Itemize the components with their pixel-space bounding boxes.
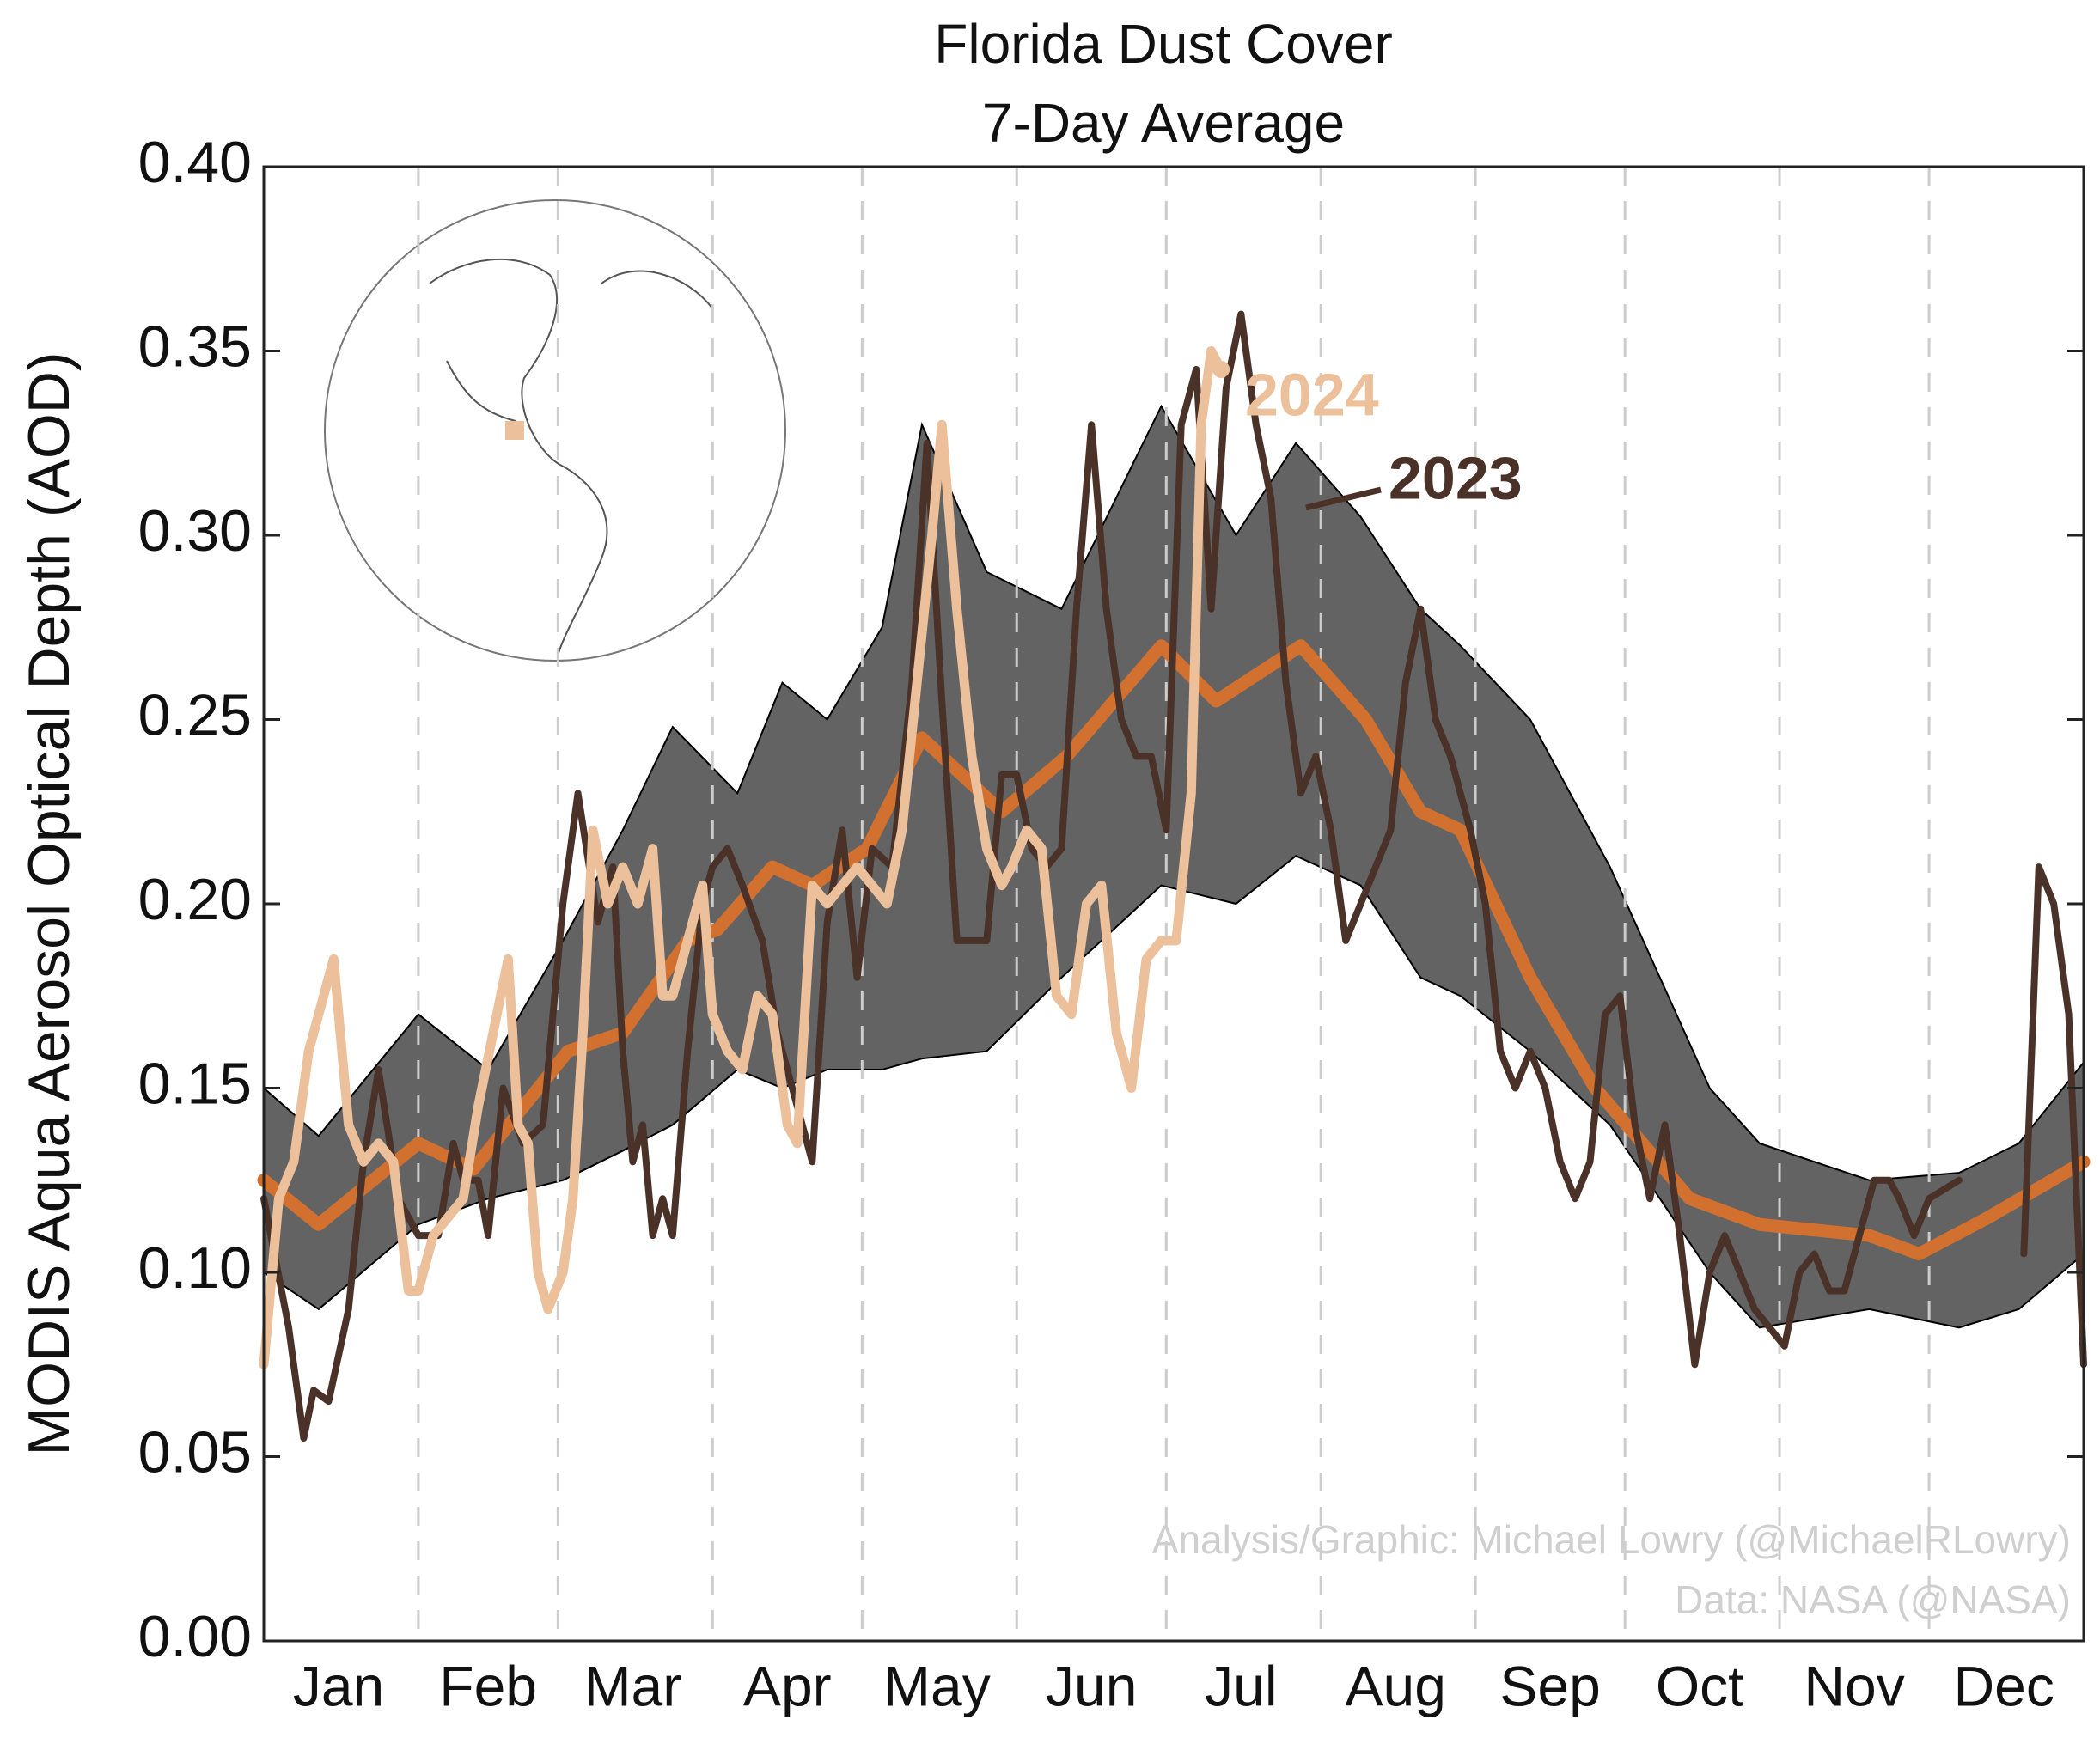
credit-text: Analysis/Graphic: Michael Lowry (@Michae…	[1152, 1517, 2071, 1562]
y-tick-label: 0.35	[138, 314, 252, 379]
leader-line	[1305, 486, 1382, 511]
x-tick-label: Jul	[1205, 1654, 1277, 1717]
y-tick-label: 0.40	[138, 130, 252, 195]
x-tick-label: Dec	[1953, 1654, 2054, 1717]
y-tick-label: 0.05	[138, 1419, 252, 1485]
x-tick-label: Nov	[1804, 1654, 1904, 1717]
x-tick-label: Mar	[584, 1654, 682, 1717]
series-line	[260, 310, 2087, 1442]
chart-title: Florida Dust Cover	[934, 13, 1393, 75]
y-tick-label: 0.15	[138, 1051, 252, 1116]
x-tick-label: Feb	[439, 1654, 537, 1717]
x-tick-label: May	[883, 1654, 991, 1717]
chart-subtitle: 7-Day Average	[982, 92, 1345, 154]
y-tick-label: 0.30	[138, 498, 252, 564]
y-axis-label: MODIS Aqua Aerosol Optical Depth (AOD)	[16, 352, 82, 1456]
series-line	[259, 346, 1226, 1369]
florida-marker	[505, 421, 524, 440]
x-tick-label: Oct	[1656, 1654, 1744, 1717]
globe-inset	[324, 199, 786, 662]
x-tick-label: Apr	[743, 1654, 832, 1717]
x-tick-label: Jun	[1046, 1654, 1137, 1717]
y-tick-label: 0.20	[138, 867, 252, 932]
globe-land	[429, 258, 714, 654]
y-tick-label: 0.10	[138, 1235, 252, 1301]
y-tick-label: 0.00	[138, 1604, 252, 1669]
climatology-line	[257, 639, 2091, 1261]
series-label: 2024	[1245, 361, 1379, 428]
y-tick-label: 0.25	[138, 682, 252, 747]
credit-text: Data: NASA (@NASA)	[1675, 1577, 2071, 1622]
x-tick-label: Sep	[1499, 1654, 1600, 1717]
x-tick-label: Jan	[293, 1654, 384, 1717]
series-label: 2023	[1389, 444, 1523, 511]
x-tick-label: Aug	[1346, 1654, 1446, 1717]
series-end-dot	[1212, 360, 1230, 378]
